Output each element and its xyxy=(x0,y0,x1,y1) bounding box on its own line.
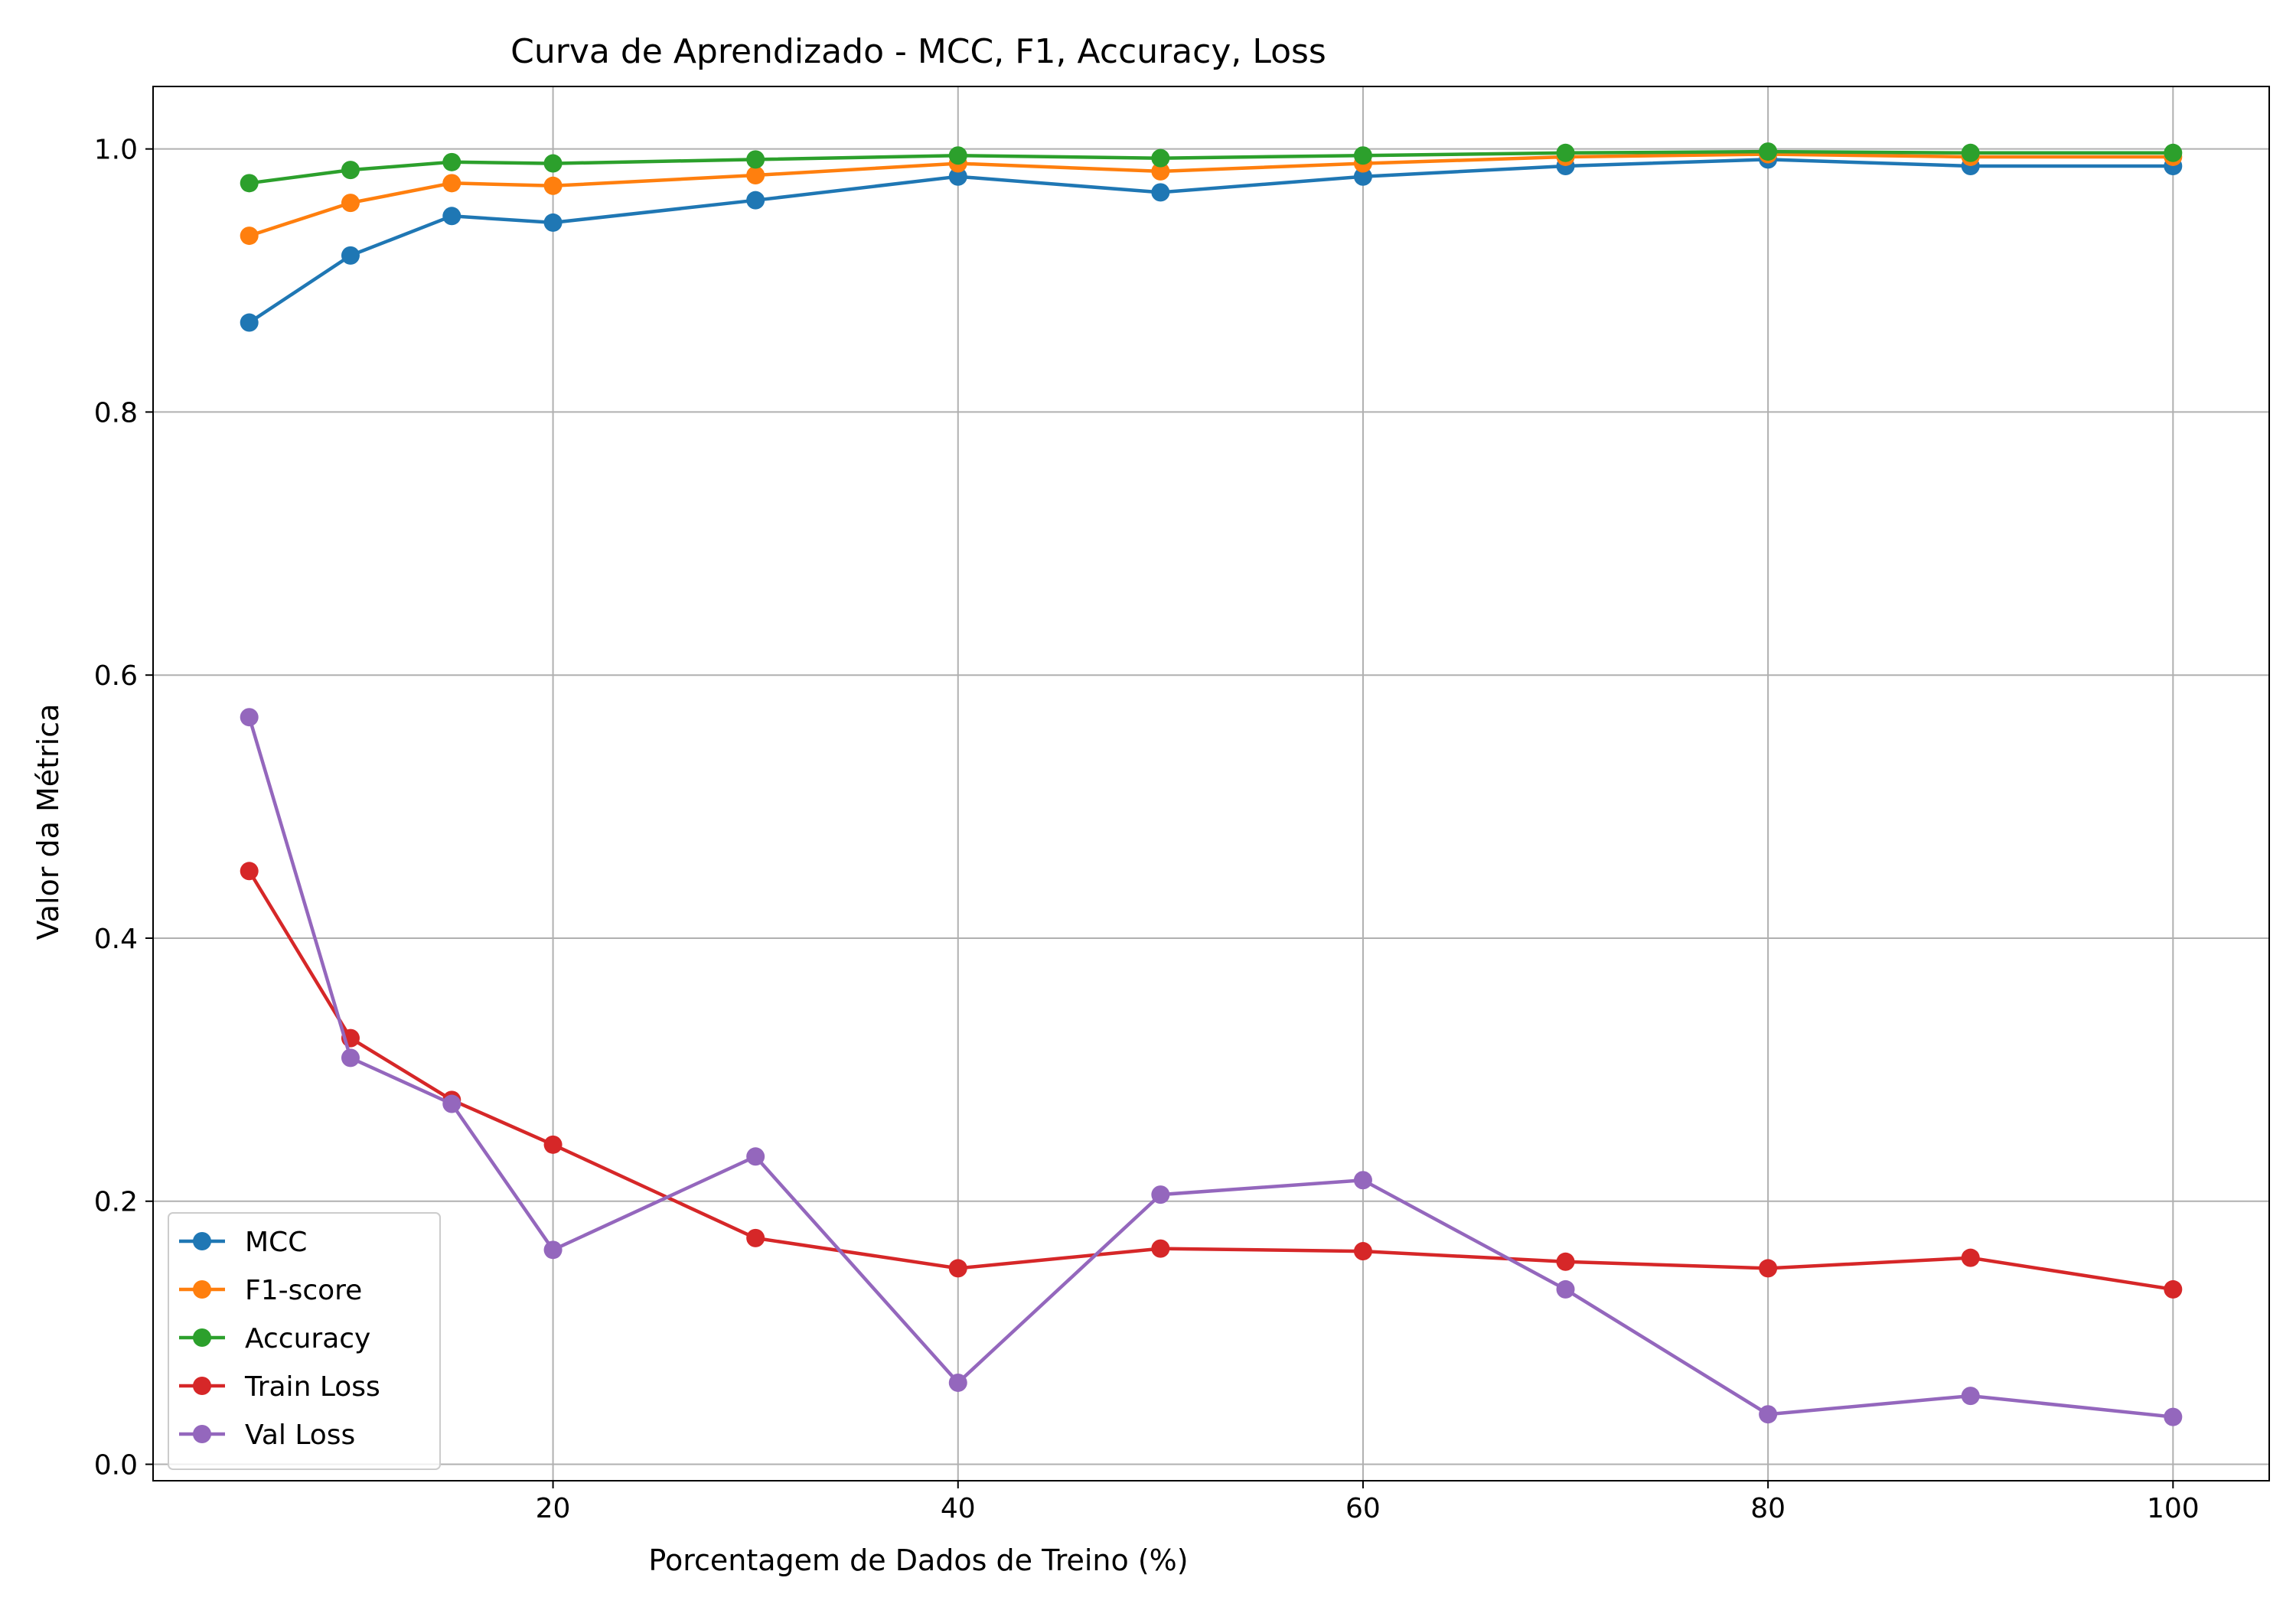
plot-series xyxy=(240,142,2183,1426)
data-point-val-loss xyxy=(543,1240,563,1260)
legend-swatch-marker xyxy=(193,1425,211,1443)
x-tick-label: 20 xyxy=(536,1493,571,1524)
legend-label: Accuracy xyxy=(245,1323,370,1354)
data-point-f1-score xyxy=(1151,161,1170,181)
data-point-train-loss xyxy=(240,862,259,881)
series-line-mcc xyxy=(248,158,2174,324)
chart-title: Curva de Aprendizado - MCC, F1, Accuracy… xyxy=(510,32,1326,71)
data-point-mcc xyxy=(341,246,360,265)
data-point-accuracy xyxy=(1151,148,1170,168)
data-point-train-loss xyxy=(948,1259,967,1278)
data-point-train-loss xyxy=(543,1135,563,1154)
series-line-accuracy xyxy=(249,149,2174,185)
legend-item: F1-score xyxy=(179,1275,362,1306)
data-point-mcc xyxy=(442,207,461,226)
series-accuracy xyxy=(240,142,2183,193)
plot-frame xyxy=(152,86,2270,1482)
data-point-val-loss xyxy=(746,1147,765,1166)
y-tick-label: 1.0 xyxy=(94,135,138,166)
data-point-val-loss xyxy=(1759,1405,1778,1424)
x-tick-label: 80 xyxy=(1750,1493,1786,1524)
data-point-mcc xyxy=(948,167,967,186)
axis-ticks: 20 40 60 80 100 0.0 0.2 0.4 0.6 0.8 1.0 xyxy=(94,135,2200,1524)
y-tick-label: 0.2 xyxy=(94,1187,138,1218)
data-point-train-loss xyxy=(2164,1279,2183,1299)
data-point-f1-score xyxy=(543,176,563,195)
data-point-accuracy xyxy=(2164,143,2183,162)
legend-swatch-marker xyxy=(193,1328,211,1347)
data-point-train-loss xyxy=(1151,1239,1170,1258)
data-point-accuracy xyxy=(746,150,765,169)
data-point-accuracy xyxy=(442,152,461,171)
legend: MCC F1-score Accuracy Train Loss Val Loss xyxy=(168,1212,441,1470)
legend-label: Train Loss xyxy=(244,1371,380,1403)
data-point-accuracy xyxy=(543,154,563,173)
data-point-mcc xyxy=(240,313,259,332)
data-point-val-loss xyxy=(1353,1171,1372,1190)
data-point-val-loss xyxy=(948,1373,967,1392)
data-point-train-loss xyxy=(746,1228,765,1247)
data-point-mcc xyxy=(1353,167,1372,186)
y-tick-label: 0.0 xyxy=(94,1450,138,1482)
data-point-train-loss xyxy=(1556,1252,1575,1271)
legend-box xyxy=(168,1212,441,1470)
data-point-train-loss xyxy=(1759,1259,1778,1278)
data-point-f1-score xyxy=(240,227,259,246)
legend-label: Val Loss xyxy=(245,1420,355,1451)
y-tick-label: 0.4 xyxy=(94,924,138,955)
data-point-mcc xyxy=(1151,183,1170,202)
data-point-f1-score xyxy=(341,194,360,213)
data-point-mcc xyxy=(746,191,765,210)
data-point-val-loss xyxy=(442,1094,461,1113)
y-tick-label: 0.8 xyxy=(94,397,138,429)
legend-swatch-marker xyxy=(193,1377,211,1395)
data-point-accuracy xyxy=(948,146,967,165)
x-tick-label: 60 xyxy=(1345,1493,1381,1524)
data-point-accuracy xyxy=(341,161,360,180)
x-tick-label: 40 xyxy=(941,1493,976,1524)
legend-label: MCC xyxy=(245,1227,307,1258)
series-val-loss xyxy=(240,708,2183,1426)
series-line-val-loss xyxy=(247,716,2174,1419)
data-point-accuracy xyxy=(1556,143,1575,162)
legend-item: MCC xyxy=(179,1227,307,1258)
data-point-f1-score xyxy=(442,174,461,193)
data-point-val-loss xyxy=(1961,1387,1980,1406)
data-point-accuracy xyxy=(240,174,259,193)
x-axis-label: Porcentagem de Dados de Treino (%) xyxy=(648,1543,1188,1577)
y-axis-label: Valor da Métrica xyxy=(31,704,65,940)
data-point-accuracy xyxy=(1759,142,1778,161)
data-point-f1-score xyxy=(746,166,765,185)
legend-item: Val Loss xyxy=(179,1420,355,1451)
legend-item: Train Loss xyxy=(179,1371,380,1403)
legend-swatch-marker xyxy=(193,1280,211,1299)
data-point-val-loss xyxy=(341,1048,360,1068)
series-train-loss xyxy=(240,862,2183,1299)
data-point-train-loss xyxy=(1961,1248,1980,1267)
series-line-train-loss xyxy=(247,870,2174,1292)
x-tick-label: 100 xyxy=(2147,1493,2200,1524)
data-point-val-loss xyxy=(240,708,259,727)
series-line-f1-score xyxy=(249,152,2174,238)
data-point-accuracy xyxy=(1353,146,1372,165)
data-point-mcc xyxy=(543,213,563,232)
grid-lines xyxy=(153,86,2269,1481)
data-point-val-loss xyxy=(1556,1279,1575,1299)
data-point-val-loss xyxy=(1151,1185,1170,1204)
legend-label: F1-score xyxy=(245,1275,362,1306)
legend-swatch-marker xyxy=(193,1232,211,1250)
data-point-accuracy xyxy=(1961,143,1980,162)
legend-item: Accuracy xyxy=(179,1323,370,1354)
data-point-train-loss xyxy=(1353,1242,1372,1261)
data-point-val-loss xyxy=(2164,1407,2183,1426)
y-tick-label: 0.6 xyxy=(94,660,138,692)
